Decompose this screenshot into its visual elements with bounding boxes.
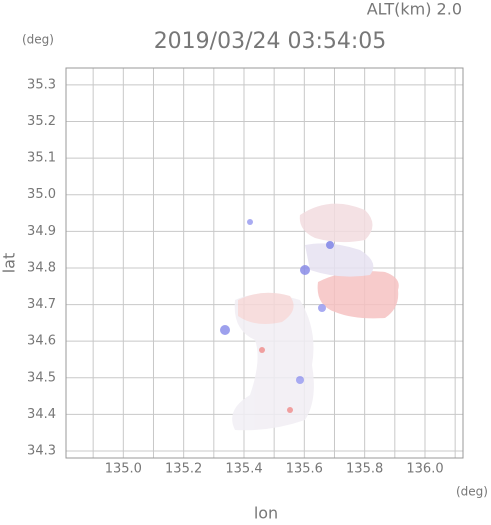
y-tick-label: 34.8 — [27, 260, 56, 275]
echo-blue — [220, 325, 230, 335]
x-tick-label: 135.8 — [346, 462, 383, 477]
plot-frame — [65, 67, 464, 459]
chart-title: 2019/03/24 03:54:05 — [154, 29, 387, 54]
x-tick-label: 135.2 — [165, 462, 202, 477]
y-tick-label: 34.5 — [27, 370, 56, 385]
y-unit: (deg) — [22, 33, 54, 47]
y-tick-label: 35.0 — [27, 187, 56, 202]
x-axis-label: lon — [254, 504, 278, 522]
echo-blue — [326, 241, 334, 249]
subtitle: ALT(km) 2.0 — [367, 0, 462, 19]
echo-pale — [305, 243, 374, 277]
echo-blue — [247, 219, 253, 225]
echo-blue — [300, 265, 310, 275]
x-tick-label: 135.0 — [105, 462, 142, 477]
x-tick-label: 135.6 — [286, 462, 323, 477]
y-tick-label: 35.3 — [27, 77, 56, 92]
y-tick-label: 34.4 — [27, 407, 56, 422]
echo-area — [220, 203, 399, 431]
echo-pink — [317, 271, 399, 319]
echo-pale — [232, 294, 314, 431]
x-tick-label: 135.4 — [225, 462, 262, 477]
y-tick-label: 34.3 — [27, 444, 56, 459]
echo-pink — [238, 292, 294, 324]
y-axis-label: lat — [0, 253, 19, 274]
echo-pink — [299, 203, 373, 243]
x-unit: (deg) — [456, 485, 488, 499]
echo-red — [259, 347, 265, 353]
y-tick-label: 34.7 — [27, 297, 56, 312]
echo-blue — [318, 304, 326, 312]
y-tick-label: 35.2 — [27, 114, 56, 129]
x-tick-label: 136.0 — [406, 462, 443, 477]
y-tick-label: 34.9 — [27, 224, 56, 239]
echo-blue — [296, 376, 304, 384]
y-tick-label: 35.1 — [27, 151, 56, 166]
echo-red — [287, 407, 293, 413]
y-tick-label: 34.6 — [27, 334, 56, 349]
